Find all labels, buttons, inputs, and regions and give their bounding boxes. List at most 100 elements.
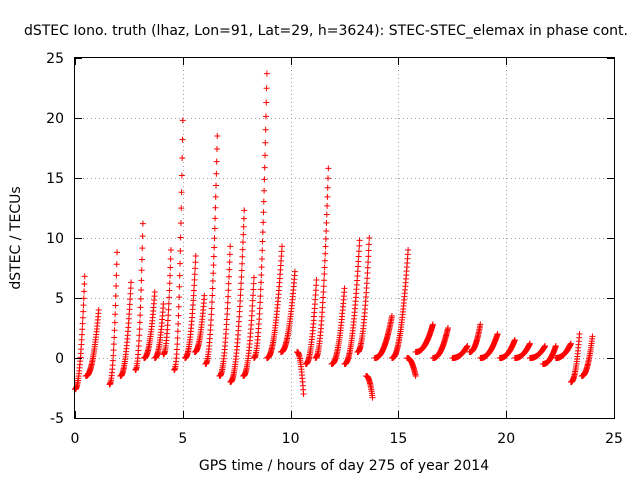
data-point — [79, 320, 86, 327]
data-point — [249, 307, 256, 314]
data-point — [178, 189, 185, 196]
y-tick-label: 25 — [46, 51, 64, 67]
data-point — [256, 310, 263, 317]
data-point — [190, 287, 197, 294]
data-point — [208, 316, 215, 323]
data-point — [364, 275, 371, 282]
y-tick-label: 15 — [46, 171, 64, 187]
data-point — [110, 347, 117, 354]
series-pass-26 — [371, 313, 395, 361]
data-point — [177, 220, 184, 227]
series-pass-20 — [302, 277, 320, 367]
data-point — [262, 113, 269, 120]
axes: 0 5 10 15 20 25 -5 0 5 10 15 20 25 — [46, 51, 623, 447]
series-pass-04 — [117, 279, 135, 379]
data-point — [240, 215, 247, 222]
data-point — [238, 273, 245, 280]
data-point — [258, 264, 265, 271]
data-point — [364, 264, 371, 271]
data-point — [239, 260, 246, 267]
series-pass-31 — [449, 343, 471, 361]
data-point — [78, 331, 85, 338]
series-pass-35 — [511, 340, 533, 361]
data-point — [258, 271, 265, 278]
data-point — [240, 239, 246, 246]
data-point — [256, 305, 263, 312]
series-pass-06 — [140, 289, 158, 361]
data-point — [211, 244, 218, 251]
data-point — [364, 270, 371, 277]
data-point — [320, 283, 327, 290]
data-point — [179, 117, 186, 124]
data-point — [137, 312, 144, 319]
plot-frame — [74, 57, 615, 419]
data-point — [262, 152, 269, 159]
data-point — [324, 202, 331, 209]
data-point — [139, 220, 146, 227]
series-pass-09 — [171, 117, 186, 373]
data-point — [319, 299, 326, 306]
data-point — [127, 296, 134, 303]
data-point — [208, 305, 215, 312]
x-tick-label: 5 — [178, 431, 187, 447]
data-point — [191, 271, 198, 278]
data-point — [589, 333, 596, 340]
series-pass-18 — [277, 268, 298, 355]
data-point — [250, 274, 257, 281]
data-point — [365, 253, 372, 260]
series-pass-25 — [363, 373, 376, 401]
data-point — [177, 234, 184, 241]
data-point — [112, 311, 119, 318]
data-point — [137, 304, 144, 311]
data-point — [259, 238, 266, 245]
data-point — [291, 268, 298, 275]
data-point — [250, 292, 257, 299]
data-point — [542, 343, 549, 349]
data-point — [260, 209, 267, 216]
data-point — [412, 373, 419, 379]
data-point — [174, 341, 181, 348]
data-point — [237, 292, 244, 299]
data-point — [225, 287, 232, 294]
data-point — [192, 253, 199, 259]
data-point — [175, 303, 182, 310]
y-tick-label: 10 — [46, 231, 64, 247]
series-pass-22 — [328, 285, 348, 367]
series-pass-10 — [181, 253, 199, 361]
data-point — [278, 243, 285, 250]
data-point — [325, 175, 332, 182]
chart-title: dSTEC Iono. truth (lhaz, Lon=91, Lat=29,… — [24, 23, 628, 39]
data-point — [192, 265, 199, 272]
data-point — [138, 277, 145, 284]
data-point — [167, 255, 174, 262]
data-point — [356, 242, 363, 249]
data-point — [237, 297, 244, 304]
series-pass-03 — [106, 249, 121, 388]
y-tick-label: -5 — [50, 411, 64, 427]
data-point — [552, 343, 559, 349]
data-point — [113, 261, 120, 268]
data-point — [224, 311, 231, 318]
series-pass-36 — [526, 343, 549, 361]
data-point — [212, 193, 219, 200]
data-point — [191, 282, 198, 289]
series-pass-24 — [354, 235, 373, 355]
data-point — [209, 285, 216, 292]
data-point — [313, 277, 320, 283]
data-point — [80, 302, 87, 309]
series-pass-11 — [191, 292, 208, 355]
series-pass-15 — [240, 274, 257, 379]
series-pass-34 — [496, 337, 518, 361]
data-point — [211, 225, 218, 232]
data-point — [250, 286, 257, 293]
data-point — [312, 287, 319, 294]
data-point — [167, 264, 174, 271]
data-point — [224, 299, 231, 306]
data-point — [576, 331, 583, 337]
data-point — [223, 321, 230, 328]
data-point — [138, 267, 145, 274]
series-pass-08 — [160, 247, 174, 358]
data-point — [113, 272, 120, 279]
data-point — [263, 70, 270, 77]
